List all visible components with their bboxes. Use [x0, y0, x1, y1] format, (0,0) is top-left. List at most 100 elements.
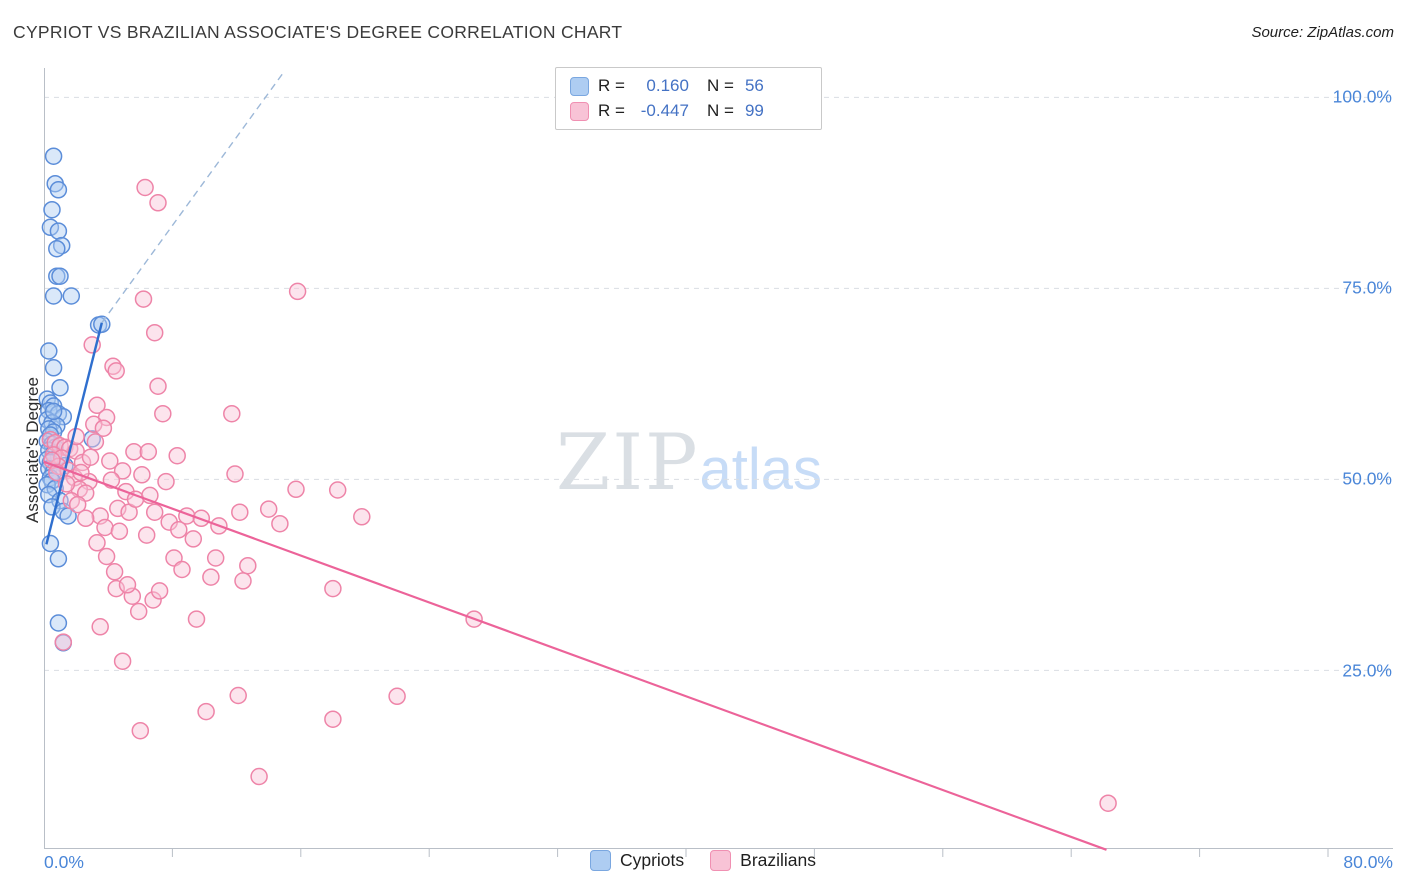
brazilian-point: [67, 427, 85, 446]
brazilian-point: [184, 530, 203, 548]
brazilian-point: [287, 480, 305, 499]
brazilian-point: [288, 282, 307, 301]
cypriots-legend-label: Cypriots: [619, 850, 685, 870]
brazilian-point: [324, 579, 342, 598]
brazilian-point: [91, 618, 109, 636]
page-title: CYPRIOT VS BRAZILIAN ASSOCIATE'S DEGREE …: [13, 22, 623, 42]
n-label: N =: [706, 76, 734, 95]
brazilian-point: [197, 702, 215, 721]
brazilian-trendline: [43, 460, 1107, 851]
r-value-brazilians: -0.447: [640, 101, 689, 120]
brazilian-point: [157, 472, 175, 491]
cypriots-legend-swatch-icon: [589, 850, 611, 871]
y-tick-50: 50.0%: [1342, 468, 1392, 489]
brazilian-point: [229, 686, 247, 705]
brazilian-point: [94, 419, 113, 437]
brazilian-point: [150, 582, 169, 600]
cypriot-point: [62, 287, 81, 305]
brazilian-point: [324, 710, 342, 728]
brazilian-point: [113, 652, 132, 670]
brazilian-point: [134, 290, 153, 308]
cypriot-point: [41, 218, 60, 237]
brazilian-point: [137, 526, 156, 544]
source-attribution: Source: ZipAtlas.com: [1251, 24, 1394, 41]
r-label: R =: [598, 101, 625, 120]
cypriot-point: [51, 378, 69, 397]
brazilian-point: [86, 433, 105, 451]
brazilian-point: [388, 687, 406, 706]
brazilian-point: [144, 591, 162, 609]
cypriot-point: [49, 550, 68, 568]
cypriot-point: [48, 239, 66, 258]
brazilian-point: [239, 556, 257, 575]
y-tick-25: 25.0%: [1342, 660, 1392, 681]
cypriot-point: [44, 147, 63, 165]
brazilian-point: [168, 446, 186, 465]
brazilian-point: [154, 404, 172, 423]
brazilian-point: [328, 481, 347, 499]
x-tick-min: 0.0%: [44, 852, 84, 872]
brazilian-point: [125, 443, 143, 461]
y-tick-75: 75.0%: [1342, 277, 1392, 298]
brazilian-point: [88, 534, 106, 552]
brazilian-point: [131, 721, 150, 740]
brazilian-point: [113, 462, 132, 480]
legend-row-brazilians: R = -0.447 N = 99: [570, 101, 807, 121]
brazilian-point: [187, 610, 206, 628]
brazilian-point: [101, 452, 119, 470]
cypriot-point: [44, 402, 63, 421]
brazilians-legend-swatch-icon: [710, 850, 732, 871]
x-tick-max: 80.0%: [1343, 852, 1393, 872]
cypriots-swatch-icon: [570, 76, 589, 96]
y-tick-100: 100.0%: [1332, 86, 1392, 107]
cypriot-point: [40, 342, 58, 360]
brazilian-point: [271, 514, 289, 533]
cypriot-point: [51, 267, 69, 285]
brazilian-point: [139, 443, 158, 461]
cypriot-point: [41, 534, 60, 553]
brazilian-point: [68, 495, 87, 514]
cypriot-point: [49, 222, 68, 240]
legend-item-brazilians: Brazilians: [710, 850, 816, 871]
brazilian-point: [231, 503, 249, 521]
brazilian-point: [234, 572, 252, 590]
cypriot-point: [49, 181, 68, 199]
brazilian-point: [88, 396, 106, 415]
n-value-cypriots: 56: [744, 76, 764, 95]
brazilian-point: [145, 503, 164, 521]
brazilian-point: [76, 509, 95, 528]
brazilian-point: [110, 522, 129, 541]
correlation-legend-box: R = 0.160 N = 56 R = -0.447 N = 99: [555, 67, 822, 130]
brazilian-point: [223, 404, 241, 423]
n-label: N =: [706, 101, 734, 120]
cypriot-trendline: [45, 322, 103, 545]
brazilian-point: [250, 767, 268, 786]
brazilian-point: [107, 362, 125, 380]
brazilian-point: [133, 466, 151, 484]
brazilians-legend-label: Brazilians: [740, 850, 817, 870]
n-value-brazilians: 99: [744, 101, 764, 120]
brazilian-point: [173, 560, 191, 579]
cypriot-trendline-extension: [101, 72, 284, 324]
brazilian-point: [206, 549, 225, 567]
cypriot-point: [44, 287, 63, 305]
brazilian-point: [81, 448, 100, 466]
brazilian-point: [85, 415, 103, 434]
cypriot-point: [49, 614, 68, 632]
brazilian-point: [54, 633, 73, 651]
brazilian-point: [149, 194, 167, 212]
brazilian-point: [226, 465, 244, 483]
legend-row-cypriots: R = 0.160 N = 56: [570, 76, 807, 96]
brazilians-swatch-icon: [570, 101, 589, 121]
r-value-cypriots: 0.160: [646, 76, 689, 95]
brazilian-point: [105, 563, 124, 581]
r-label: R =: [598, 76, 625, 95]
legend-item-cypriots: Cypriots: [589, 850, 685, 871]
brazilian-point: [202, 568, 220, 586]
cypriot-point: [43, 200, 61, 219]
cypriot-point: [44, 359, 63, 377]
brazilian-point: [97, 547, 116, 566]
brazilian-point: [96, 518, 114, 537]
